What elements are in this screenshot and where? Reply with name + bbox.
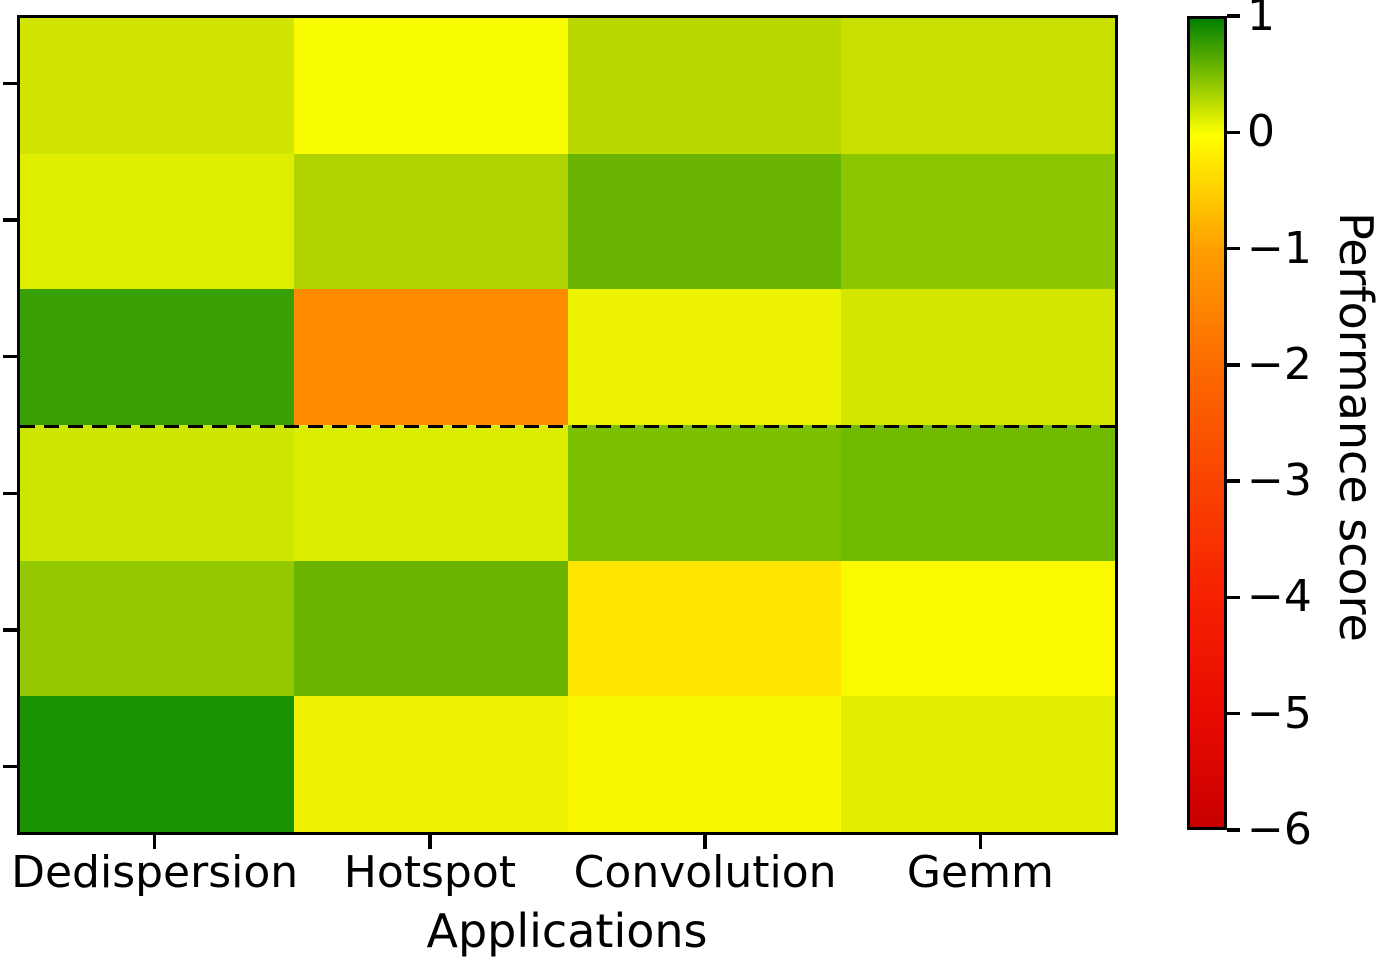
- y-axis-tick: [3, 491, 17, 496]
- x-axis-tick: [428, 835, 432, 849]
- heatmap-cell: [567, 425, 842, 561]
- heatmap-cell: [841, 289, 1115, 425]
- colorbar-tick: [1227, 363, 1240, 367]
- colorbar-tick: [1227, 14, 1240, 18]
- colorbar-tick-label: −5: [1247, 687, 1312, 739]
- colorbar-tick: [1227, 711, 1240, 716]
- y-axis-tick: [3, 218, 17, 222]
- heatmap-cell: [841, 696, 1115, 832]
- heatmap-cell: [567, 289, 842, 425]
- x-tick-label: Convolution: [573, 847, 837, 898]
- y-axis-tick: [3, 81, 17, 86]
- y-axis-tick: [3, 764, 17, 769]
- heatmap-cell: [841, 560, 1115, 697]
- y-axis-tick: [3, 354, 17, 359]
- x-axis-tick: [703, 835, 707, 849]
- heatmap-cell: [20, 289, 294, 425]
- x-tick-label: Dedispersion: [11, 847, 299, 898]
- heatmap-cell: [293, 425, 568, 561]
- colorbar-tick: [1227, 130, 1240, 135]
- heatmap-cell: [20, 425, 294, 561]
- heatmap-cell: [20, 18, 294, 154]
- colorbar-tick-label: 0: [1247, 106, 1275, 158]
- x-axis-label: Applications: [426, 904, 708, 958]
- colorbar-tick-label: −1: [1247, 222, 1312, 274]
- heatmap-plot: [17, 15, 1118, 835]
- heatmap-cell: [293, 289, 568, 425]
- colorbar-tick-label: −6: [1247, 804, 1312, 855]
- heatmap-cell: [567, 18, 842, 154]
- heatmap-cell: [567, 560, 842, 697]
- heatmap-cell: [567, 153, 842, 290]
- heatmap-cell: [293, 560, 568, 697]
- heatmap-cell: [567, 696, 842, 832]
- colorbar-tick: [1227, 246, 1240, 251]
- heatmap-grid: [20, 18, 1115, 832]
- colorbar-tick: [1227, 828, 1240, 832]
- heatmap-cell: [20, 560, 294, 697]
- x-axis-tick: [978, 835, 983, 849]
- colorbar-tick: [1227, 595, 1240, 600]
- heatmap-cell: [20, 696, 294, 832]
- heatmap-cell: [20, 153, 294, 290]
- heatmap-cell: [841, 153, 1115, 290]
- x-axis-tick: [152, 835, 157, 849]
- heatmap-cell: [841, 425, 1115, 561]
- colorbar-tick: [1227, 479, 1240, 483]
- heatmap-cell: [293, 18, 568, 154]
- heatmap-cell: [293, 153, 568, 290]
- colorbar-tick-label: −3: [1247, 455, 1312, 507]
- colorbar-label: Performance score: [1329, 212, 1379, 642]
- y-axis-tick: [3, 628, 17, 632]
- colorbar-tick-label: 1: [1247, 0, 1275, 41]
- x-tick-label: Hotspot: [343, 847, 517, 898]
- colorbar: [1187, 16, 1227, 830]
- colorbar-tick-label: −4: [1247, 571, 1312, 623]
- heatmap-cell: [841, 18, 1115, 154]
- colorbar-tick-label: −2: [1247, 338, 1312, 390]
- heatmap-cell: [293, 696, 568, 832]
- x-tick-label: Gemm: [906, 847, 1054, 898]
